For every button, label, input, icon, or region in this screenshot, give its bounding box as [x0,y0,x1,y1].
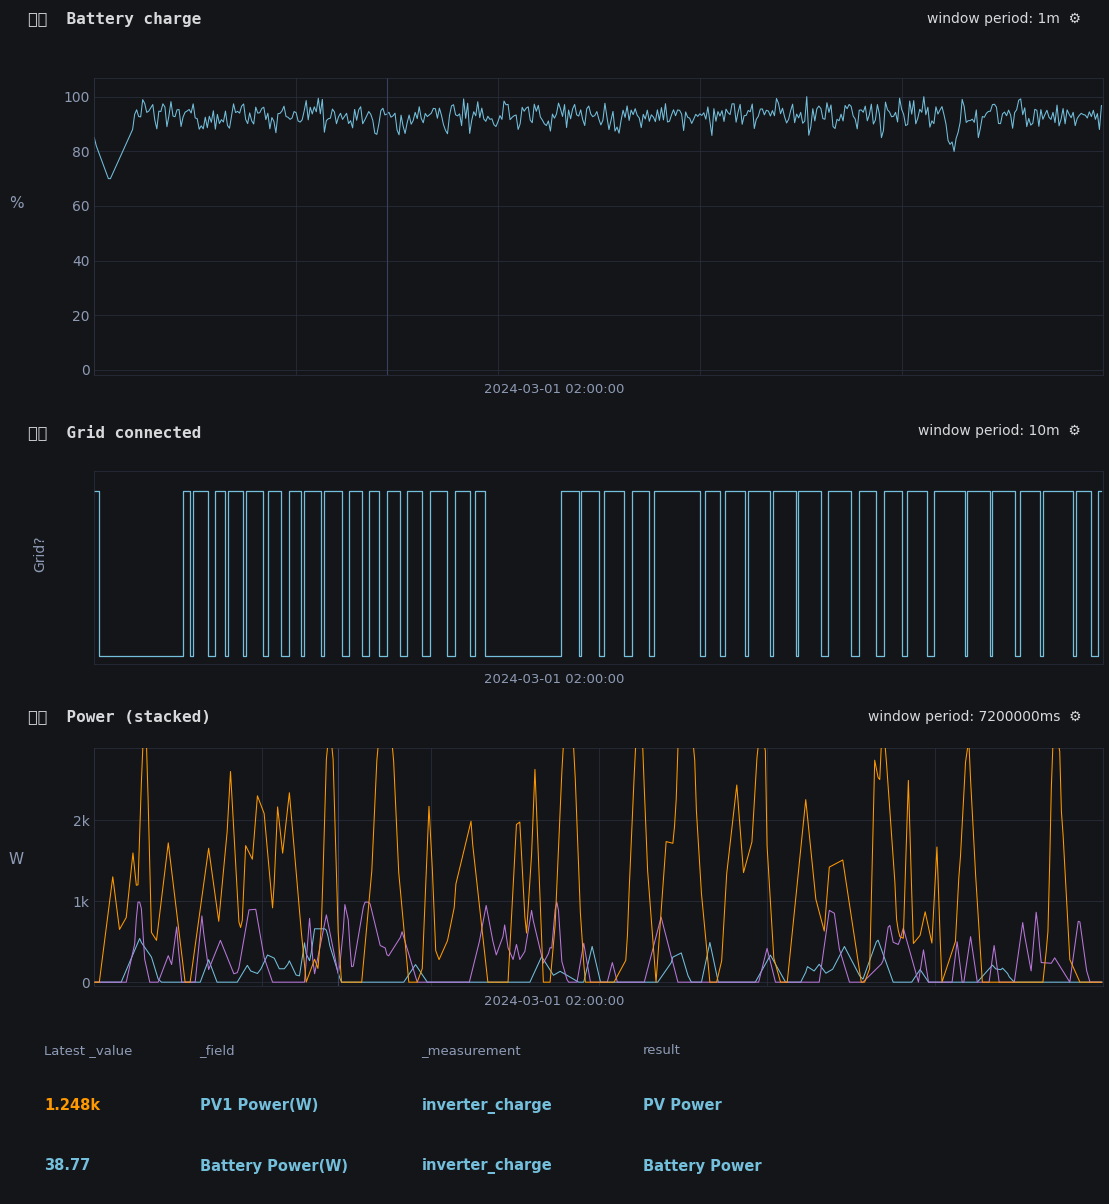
Text: window period: 10m  ⚙: window period: 10m ⚙ [918,424,1081,438]
Text: 38.77: 38.77 [44,1158,91,1174]
Text: inverter_charge: inverter_charge [421,1098,552,1115]
Text: 2024-03-01 02:00:00: 2024-03-01 02:00:00 [485,996,624,1009]
Text: ⋮⋮  Battery charge: ⋮⋮ Battery charge [28,12,201,28]
Text: Battery Power(W): Battery Power(W) [200,1158,347,1174]
Text: result: result [643,1044,681,1057]
Text: _field: _field [200,1044,235,1057]
Text: ⋮⋮  Power (stacked): ⋮⋮ Power (stacked) [28,709,211,725]
Text: 2024-03-01 02:00:00: 2024-03-01 02:00:00 [485,673,624,686]
Text: 1.248k: 1.248k [44,1098,101,1114]
Text: ⋮⋮  Grid connected: ⋮⋮ Grid connected [28,424,201,441]
Text: %: % [9,196,23,212]
Text: PV Power: PV Power [643,1098,722,1114]
Text: window period: 1m  ⚙: window period: 1m ⚙ [927,12,1081,26]
Text: _measurement: _measurement [421,1044,521,1057]
Text: 2024-03-01 02:00:00: 2024-03-01 02:00:00 [485,383,624,396]
Text: Grid?: Grid? [33,536,48,572]
Text: Latest _value: Latest _value [44,1044,133,1057]
Text: PV1 Power(W): PV1 Power(W) [200,1098,318,1114]
Text: Battery Power: Battery Power [643,1158,762,1174]
Text: W: W [9,851,24,867]
Text: window period: 7200000ms  ⚙: window period: 7200000ms ⚙ [867,709,1081,724]
Text: inverter_charge: inverter_charge [421,1158,552,1174]
